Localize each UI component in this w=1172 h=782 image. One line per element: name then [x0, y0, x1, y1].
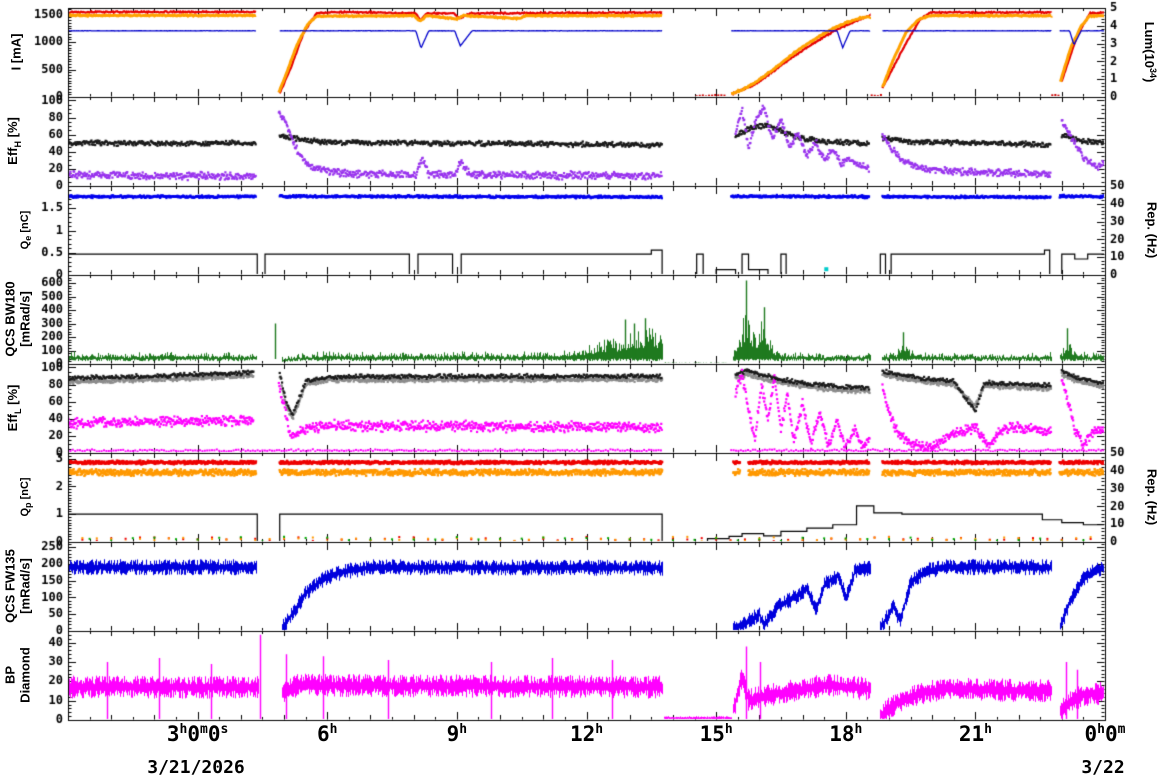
- y-axis-title-bp-line1: BP: [2, 665, 18, 685]
- x-axis-tick-label: 3h0m0s: [166, 722, 229, 746]
- x-axis-tick-label: 21h: [958, 722, 992, 746]
- y-axis-title-qcs-bw180-line1: QCS BW180: [2, 281, 18, 357]
- y-axis-title-qcs-bw180-line2: [mRad/s]: [17, 291, 33, 347]
- y-axis-title-eff-h: EffH [%]: [5, 117, 23, 165]
- x-axis-tick-label: 9h: [446, 722, 468, 746]
- y-axis-title-qcs-fw135-line2: [mRad/s]: [17, 558, 33, 614]
- y-axis-title-rep-rate-1: Rep. (Hz): [1144, 201, 1160, 259]
- x-axis-tick-label: 6h: [317, 722, 338, 746]
- y-axis-title-bp-line2: Diamond: [17, 647, 33, 703]
- y-axis-title-qe: Qe [nC]: [18, 210, 34, 250]
- y-axis-title-qcs-fw135-line1: QCS FW135: [2, 549, 18, 623]
- y-axis-title-current: I [mA]: [8, 33, 24, 71]
- x-axis-tick-label: 15h: [699, 722, 733, 746]
- x-axis-tick-label: 18h: [829, 722, 863, 746]
- date-label-start: 3/21/2026: [147, 757, 245, 778]
- x-axis-tick-label: 0h0m: [1084, 722, 1126, 746]
- x-axis-tick-label: 12h: [569, 722, 604, 746]
- y-axis-title-rep-rate-2: Rep. (Hz): [1144, 468, 1160, 526]
- y-axis-title-eff-l: EffL [%]: [5, 384, 23, 432]
- y-axis-title-luminosity: Lum(1034): [1141, 21, 1159, 83]
- date-label-end: 3/22: [1081, 757, 1125, 778]
- y-axis-title-qp: Qp [nC]: [18, 477, 34, 517]
